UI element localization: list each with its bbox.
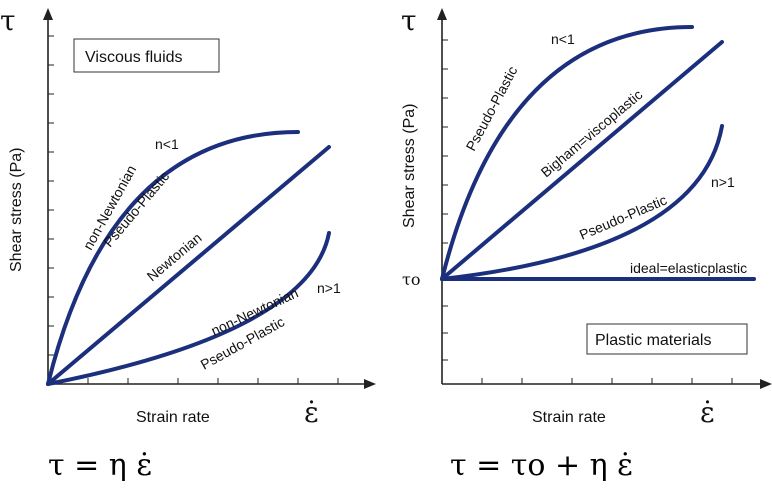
right-tau0-label: τo [402,270,420,289]
right-label-pseudo-plastic-top: Pseudo-Plastic [463,63,521,153]
right-box [586,323,748,355]
right-formula: τ = τo + η ε̇ [450,448,633,483]
right-panel: τ Shear stress (Pa) τo Strain rate ε̇ Pl… [401,4,772,483]
left-box-label: Viscous fluids [85,49,183,66]
right-label-n-lt-1: n<1 [551,31,575,47]
left-curve-newtonian [46,145,331,386]
right-curve-pseudo-plastic [440,25,694,281]
right-y-ticks [442,39,448,361]
left-curve-dilatant [46,231,331,386]
left-panel: τ Shear stress (Pa) Strain rate ε̇ Visco… [0,4,376,483]
left-label-n-gt-1: n>1 [317,280,341,296]
right-curve-dilatant [440,124,724,281]
right-box-label: Plastic materials [595,332,711,349]
left-label-n-lt-1: n<1 [155,136,179,152]
left-x-symbol: ε̇ [304,396,319,429]
right-curve-bingham [440,40,724,281]
left-y-ticks [48,35,54,356]
right-x-ticks [481,378,733,384]
left-box [73,38,220,73]
right-label-ideal: ideal=elasticplastic [630,260,747,276]
right-label-bigham: Bigham=viscoplastic [538,86,646,180]
right-x-axis-title: Strain rate [532,409,606,426]
left-formula: τ = η ε̇ [48,448,152,483]
right-y-axis-title: Shear stress (Pa) [401,104,418,228]
left-y-symbol: τ [0,4,16,37]
left-x-axis-title: Strain rate [136,409,210,426]
right-x-symbol: ε̇ [700,396,715,429]
right-y-symbol: τ [401,4,417,37]
left-x-ticks [87,378,339,384]
left-y-axis-title: Shear stress (Pa) [8,148,25,272]
right-label-n-gt-1: n>1 [711,174,735,190]
left-curve-pseudo-plastic [46,130,300,386]
